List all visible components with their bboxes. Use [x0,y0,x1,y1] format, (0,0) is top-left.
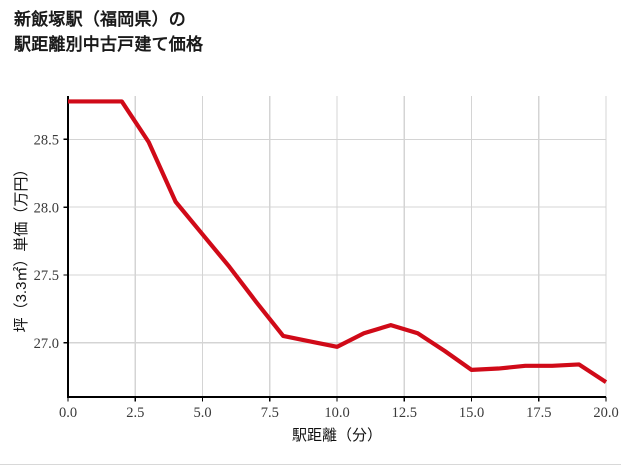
x-tick-label: 10.0 [324,405,349,421]
x-tick-label: 17.5 [526,405,551,421]
x-tick-label: 20.0 [593,405,618,421]
y-tick-label: 27.5 [34,268,59,284]
x-tick-label: 0.0 [59,405,77,421]
x-tick-label: 15.0 [459,405,484,421]
chart-title: 新飯塚駅（福岡県）の 駅距離別中古戸建て価格 [14,10,204,54]
y-tick-label: 28.5 [34,133,59,149]
y-axis-ticks-group: 27.0 27.5 28.0 28.5 [34,133,68,352]
x-axis-label: 駅距離（分） [292,426,382,444]
x-axis-ticks-group: 0.0 2.5 5.0 7.5 10.0 12.5 15.0 17.5 20.0 [59,397,619,421]
data-series-group [68,99,608,384]
series-line-tsubo-tanka [68,99,608,384]
y-tick-label: 28.0 [34,200,59,216]
x-tick-label: 12.5 [392,405,417,421]
y-tick-label: 27.0 [34,336,59,352]
x-tick-label: 7.5 [261,405,279,421]
x-tick-label: 5.0 [193,405,211,421]
y-axis-label: 坪（3.3㎡）単価（万円） [13,162,30,333]
x-tick-label: 2.5 [126,405,144,421]
